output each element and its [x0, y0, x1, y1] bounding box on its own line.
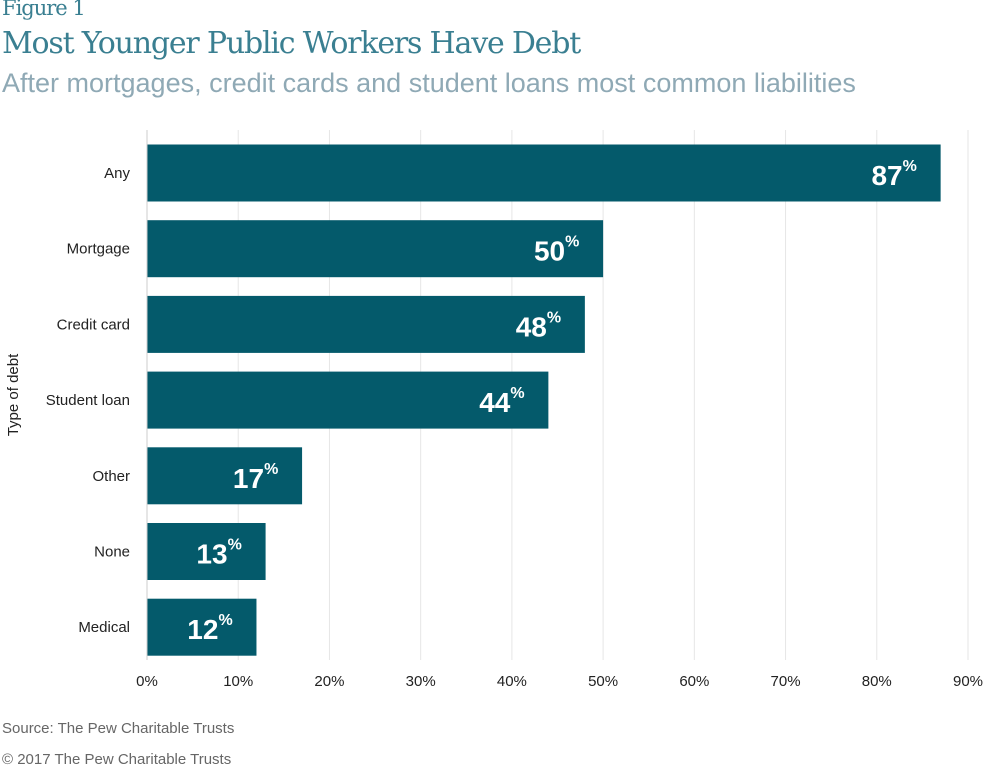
x-tick-label: 10% — [223, 673, 253, 690]
chart-subtitle: After mortgages, credit cards and studen… — [2, 68, 856, 98]
data-label: 13 — [196, 539, 227, 570]
data-label-suffix: % — [565, 234, 579, 251]
category-label: Mortgage — [67, 241, 130, 258]
bar — [147, 447, 303, 505]
bar — [147, 371, 549, 429]
y-axis-label: Type of debt — [5, 353, 22, 436]
data-label: 17 — [233, 463, 264, 494]
x-tick-label: 20% — [314, 673, 344, 690]
data-label: 50 — [534, 236, 565, 267]
bar — [147, 598, 257, 656]
category-label: None — [94, 544, 130, 561]
x-tick-label: 30% — [406, 673, 436, 690]
data-label-suffix: % — [228, 537, 242, 554]
data-label-suffix: % — [903, 158, 917, 175]
x-tick-label: 60% — [679, 673, 709, 690]
x-tick-label: 70% — [771, 673, 801, 690]
category-label: Any — [104, 165, 130, 182]
bar — [147, 220, 604, 278]
source-note: Source: The Pew Charitable Trusts — [2, 720, 235, 737]
figure-label: Figure 1 — [2, 0, 86, 20]
data-label-suffix: % — [510, 385, 524, 402]
data-label-suffix: % — [547, 309, 561, 326]
x-tick-label: 90% — [953, 673, 983, 690]
category-label: Medical — [78, 619, 130, 636]
data-label: 12 — [187, 614, 218, 645]
copyright-note: © 2017 The Pew Charitable Trusts — [2, 751, 232, 768]
data-label-suffix: % — [218, 612, 232, 629]
bar — [147, 295, 585, 353]
category-label: Credit card — [57, 316, 130, 333]
data-label: 44 — [479, 387, 511, 418]
x-tick-label: 0% — [136, 673, 158, 690]
data-label: 48 — [516, 311, 547, 342]
x-tick-label: 50% — [588, 673, 618, 690]
bar — [147, 523, 266, 580]
x-tick-label: 40% — [497, 673, 527, 690]
x-tick-label: 80% — [862, 673, 892, 690]
category-label: Other — [92, 468, 130, 485]
bar — [147, 144, 941, 202]
chart-title: Most Younger Public Workers Have Debt — [2, 26, 581, 61]
category-label: Student loan — [46, 392, 130, 409]
data-label-suffix: % — [264, 461, 278, 478]
data-label: 87 — [871, 160, 902, 191]
